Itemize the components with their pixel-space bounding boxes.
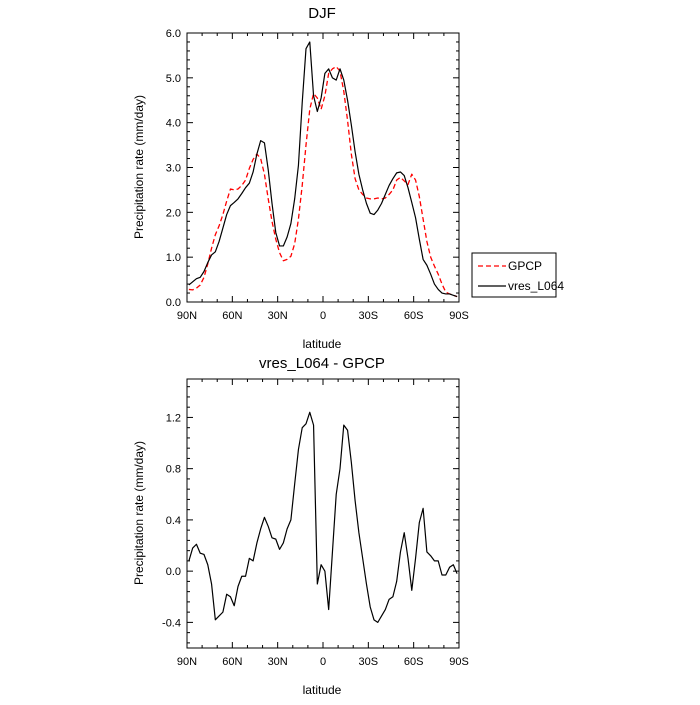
x-tick-label-djf: 30S [359,310,379,322]
x-tick-label-djf: 60N [222,310,242,322]
x-tick-label-diff: 0 [320,656,326,668]
y-tick-label-djf: 0.0 [166,297,181,309]
y-tick-label-djf: 6.0 [166,28,181,40]
series-line-diff [188,411,458,623]
y-tick-label-diff: 0.4 [166,515,181,527]
x-axis-diff: 90N 60N 30N 0 30S 60S 90S [177,379,469,668]
series-group-djf [188,41,458,298]
y-tick-label-diff: 1.2 [166,412,181,424]
x-tick-label-djf: 0 [320,310,326,322]
legend-label-gpcp: GPCP [508,259,542,273]
legend-box [471,252,557,298]
legend-label-vres: vres_L064 [508,279,564,293]
y-tick-label-diff: 0.0 [166,566,181,578]
x-tick-label-diff: 30N [268,656,288,668]
x-tick-label-diff: 60S [404,656,424,668]
x-axis-label-djf: latitude [303,337,342,351]
series-line-gpcp [188,65,458,298]
plot-frame-djf [186,32,460,303]
x-tick-label-djf: 60S [404,310,424,322]
series-group-diff [188,411,458,623]
x-tick-label-djf: 90N [177,310,197,322]
series-line-vres-l064 [188,41,458,298]
plot-frame-diff [186,378,460,649]
x-tick-label-diff: 30S [359,656,379,668]
y-tick-label-diff: 0.8 [166,464,181,476]
chart-title-djf: DJF [308,5,336,22]
y-tick-label-djf: 5.0 [166,73,181,85]
x-axis-label-diff: latitude [303,683,342,697]
y-tick-label-djf: 2.0 [166,207,181,219]
y-axis-djf: 0.0 1.0 2.0 3.0 4.0 5.0 6.0 [166,28,459,309]
legend: GPCP vres_L064 [471,252,564,298]
y-tick-label-djf: 4.0 [166,118,181,130]
y-tick-label-djf: 1.0 [166,252,181,264]
x-tick-label-djf: 90S [449,310,469,322]
x-axis-djf: 90N 60N 30N 0 30S 60S 90S [177,33,469,322]
y-axis-label-diff: Precipitation rate (mm/day) [132,441,146,585]
chart-title-diff: vres_L064 - GPCP [259,355,385,372]
x-tick-label-diff: 90S [449,656,469,668]
y-tick-label-diff: -0.4 [162,617,181,629]
y-axis-diff: -0.4 0.0 0.4 0.8 1.2 [162,386,459,644]
chart-panel-djf: DJF 90N 60N 30N 0 30S 60S 90S 0.0 1.0 2.0 3.0 4.0 5… [132,5,564,351]
y-tick-label-djf: 3.0 [166,163,181,175]
x-tick-label-diff: 90N [177,656,197,668]
y-axis-label-djf: Precipitation rate (mm/day) [132,95,146,239]
chart-panel-diff: vres_L064 - GPCP 90N 60N 30N 0 30S 60S 90S -0.… [132,355,469,697]
x-tick-label-diff: 60N [222,656,242,668]
x-tick-label-djf: 30N [268,310,288,322]
